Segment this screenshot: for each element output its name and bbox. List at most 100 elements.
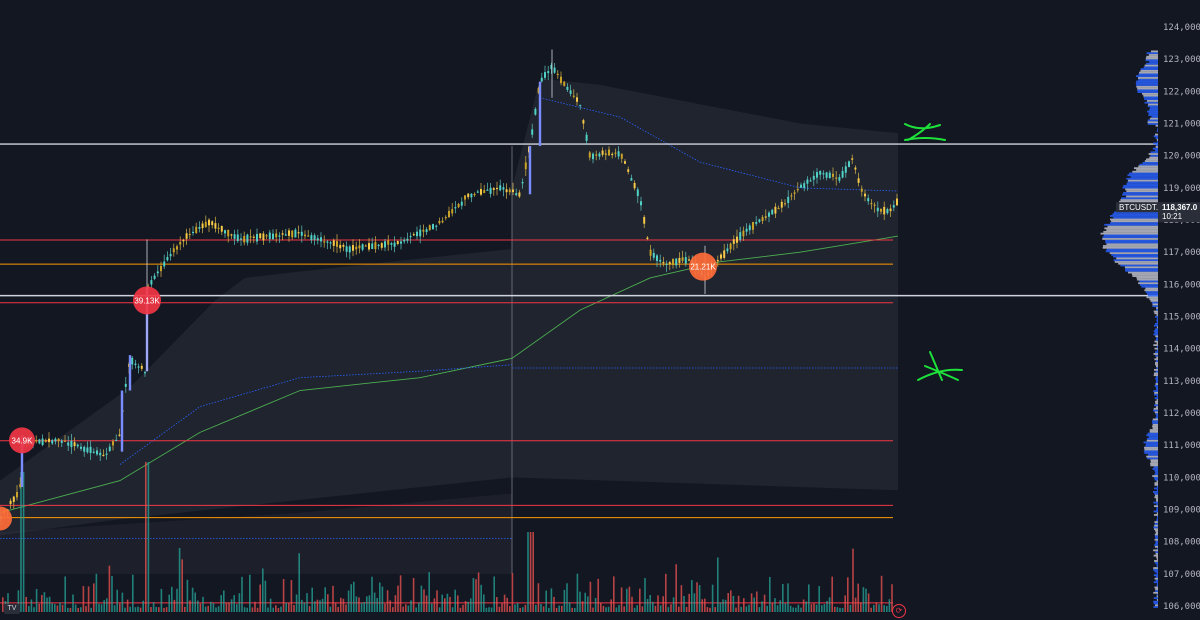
profile-bar	[1154, 522, 1160, 525]
volume-bar	[454, 589, 456, 612]
volume-bar	[862, 587, 865, 612]
goto-realtime-icon[interactable]: ⟳	[892, 604, 906, 618]
candle-body	[217, 227, 220, 229]
profile-bar	[1154, 411, 1160, 414]
candle-body	[588, 152, 591, 158]
profile-bar	[1149, 429, 1160, 431]
candle-body	[329, 242, 332, 244]
volume-bar	[836, 607, 839, 612]
volume-bar	[698, 585, 701, 612]
volume-bar	[854, 597, 857, 612]
profile-bar	[1146, 158, 1160, 161]
volume-bar	[334, 602, 337, 612]
volume-bar	[363, 601, 365, 612]
candle-body	[220, 225, 223, 232]
profile-bar	[1144, 452, 1160, 454]
candle-body	[857, 178, 860, 183]
profile-bar	[1153, 549, 1160, 552]
volume-bar	[119, 603, 121, 612]
volume-bar	[412, 577, 415, 612]
volume-bar	[428, 572, 430, 612]
profile-bar	[1154, 368, 1160, 371]
candle-body	[441, 220, 444, 223]
candle-body	[419, 229, 422, 237]
volume-bar	[145, 462, 147, 612]
profile-bar	[1130, 176, 1160, 178]
ticker-symbol: BTCUSDT.P	[1119, 203, 1163, 212]
dotted-vwap	[539, 97, 899, 192]
volume-bar	[337, 606, 339, 612]
candle-body	[668, 262, 671, 265]
profile-bar	[1154, 545, 1160, 548]
profile-bar	[1103, 234, 1160, 237]
volume-bar	[381, 586, 384, 612]
candle-body	[496, 187, 498, 190]
volume-bar	[194, 592, 196, 612]
candle-body	[163, 261, 166, 267]
volume-bar	[789, 605, 792, 612]
profile-bar	[1153, 491, 1160, 493]
candle-body	[409, 235, 412, 238]
candle-body	[748, 225, 751, 231]
profile-bar	[1153, 333, 1160, 336]
candle-body	[896, 198, 898, 206]
volume-bar	[238, 593, 241, 612]
profile-bar	[1153, 390, 1160, 392]
volume-bar	[810, 604, 813, 612]
candle-body	[144, 372, 146, 374]
profile-bar	[1105, 239, 1160, 242]
profile-bar	[1155, 416, 1160, 419]
profile-bar	[1154, 524, 1160, 527]
candle-body	[377, 244, 380, 247]
volume-bar	[475, 579, 477, 612]
profile-bar	[1148, 153, 1160, 155]
tradingview-logo-icon[interactable]: TV	[4, 604, 20, 614]
volume-bar	[732, 595, 735, 612]
candle-body	[550, 64, 553, 70]
volume-bar	[368, 595, 371, 612]
candle-body	[233, 234, 236, 239]
volume-bar	[103, 600, 105, 612]
candle-body	[326, 241, 329, 243]
candle-body	[41, 438, 44, 446]
profile-bar	[1147, 432, 1160, 435]
volume-bar	[431, 603, 433, 612]
volume-bar	[563, 589, 566, 612]
candle-body	[243, 235, 246, 243]
candle-body	[595, 154, 598, 156]
candle-body	[790, 195, 793, 197]
candle-body	[720, 254, 722, 259]
volume-bar	[535, 604, 537, 612]
volume-bar	[61, 604, 64, 612]
volume-bar	[20, 472, 22, 612]
volume-bar	[477, 572, 480, 612]
price-axis[interactable]: 124,000.0 123,000.0 122,000.0 121,000.0 120,…	[1158, 0, 1200, 620]
volume-bar	[113, 605, 116, 612]
volume-bar	[605, 607, 607, 612]
profile-bar	[1142, 161, 1160, 164]
volume-bar	[285, 602, 287, 612]
profile-bar	[1102, 236, 1160, 239]
profile-bar	[1155, 376, 1160, 378]
volume-bar	[93, 583, 95, 612]
hand-x-mark	[917, 351, 963, 381]
candle-body	[864, 193, 866, 197]
profile-bar	[1153, 591, 1160, 594]
profile-bar	[1154, 544, 1160, 546]
volume-bar	[217, 606, 220, 612]
profile-bar	[1148, 103, 1160, 106]
candle-body	[448, 210, 450, 218]
profile-bar	[1153, 344, 1160, 346]
profile-bar	[1155, 386, 1160, 389]
volume-bar	[613, 576, 615, 612]
profile-bar	[1152, 425, 1160, 428]
volume-bar	[397, 585, 399, 612]
candle-body	[300, 231, 303, 236]
volume-bar	[867, 593, 870, 612]
volume-bar	[597, 578, 599, 612]
profile-bar	[1154, 404, 1160, 407]
volume-bar	[275, 605, 277, 612]
profile-bar	[1145, 57, 1160, 60]
volume-bar	[415, 607, 417, 612]
